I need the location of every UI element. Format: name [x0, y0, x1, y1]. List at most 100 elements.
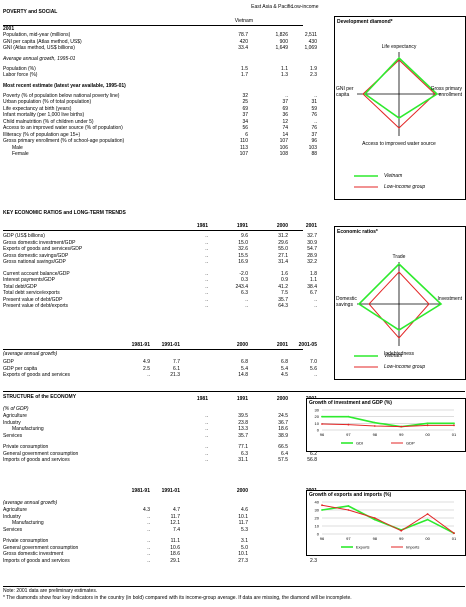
table-cell: 76	[311, 125, 317, 131]
diamond-country-polygon	[363, 56, 439, 119]
table-cell: 4.5	[281, 372, 288, 378]
table-cell: 7.4	[173, 526, 180, 533]
table-cell: 9.6	[241, 233, 248, 239]
legend-group-label: Low-income group	[384, 184, 426, 190]
table-cell: 430	[308, 38, 317, 45]
table-cell: ..	[205, 252, 208, 259]
year-head: 1981	[196, 396, 208, 402]
table-cell: 59	[311, 105, 317, 112]
table-cell: 6.8	[281, 359, 288, 365]
table-cell: ..	[205, 259, 208, 265]
table-cell: 37	[311, 131, 317, 138]
year-head: 2001	[305, 223, 317, 229]
table-cell: 3.1	[241, 538, 248, 544]
table-cell: 5.0	[241, 544, 248, 551]
table-cell: ..	[205, 290, 208, 296]
table-cell: 5.6	[310, 365, 317, 372]
data-point	[373, 421, 376, 424]
data-point	[400, 529, 403, 532]
table-cell: ..	[147, 513, 150, 520]
section-title: STRUCTURE of the ECONOMY	[3, 394, 77, 400]
data-point	[347, 415, 350, 418]
chart-title: Growth of exports and imports (%)	[309, 492, 392, 498]
table-cell: ..	[245, 296, 248, 303]
table-cell: 36.7	[278, 419, 288, 426]
table-row-label: Current account balance/GDP	[3, 270, 70, 277]
diamond1-title: Development diamond*	[337, 19, 393, 25]
period-head: 1981-91	[131, 342, 150, 348]
data-point	[426, 424, 429, 427]
table-cell: 1.6	[281, 270, 288, 277]
x-tick-label: 96	[320, 536, 325, 541]
table-cell: 37	[282, 99, 288, 105]
table-cell: ..	[147, 526, 150, 533]
table-cell: -2.0	[239, 270, 248, 277]
table-row-label: Private consumption	[3, 444, 49, 450]
table-cell: 7.0	[310, 359, 317, 365]
x-tick-label: 01	[452, 536, 457, 541]
legend-label: Exports	[356, 545, 370, 550]
table-row-label: Gross domestic savings/GDP	[3, 252, 69, 259]
period-head: 1991-01	[161, 342, 180, 348]
table-row-label: GNI per capita (Atlas method, US$)	[3, 38, 82, 45]
table-cell: ..	[314, 303, 317, 309]
x-tick-label: 00	[425, 536, 430, 541]
table-cell: 41.2	[278, 283, 288, 290]
table-cell: ..	[205, 303, 208, 309]
table-cell: 6.4	[281, 450, 288, 457]
diamond1-right-label: Gross primary enrollment	[430, 86, 462, 98]
table-cell: ..	[147, 557, 150, 564]
table-row-label: GDP per capita	[3, 365, 38, 372]
data-point	[426, 422, 429, 425]
table-cell: ..	[205, 296, 208, 303]
table-row-label: Agriculture	[3, 413, 27, 419]
data-point	[321, 509, 323, 511]
y-tick-label: 10	[315, 524, 320, 529]
legend-group-label: Low-income group	[384, 364, 426, 370]
table-cell: 24.5	[278, 413, 288, 419]
table-cell: 6.3	[241, 290, 248, 296]
table-row-label: Exports of goods and services/GDP	[3, 246, 83, 252]
table-cell: ..	[314, 118, 317, 125]
data-point	[453, 532, 455, 535]
table-cell: 38.4	[307, 283, 317, 290]
period-head: 1981-91	[131, 488, 150, 494]
table-row-label: Infant mortality (per 1,000 live births)	[3, 112, 85, 118]
table-row-label: Industry	[3, 419, 21, 426]
table-row-label: Total debt/GDP	[3, 283, 37, 290]
y-tick-label: 20	[315, 516, 320, 521]
table-cell: 28.9	[307, 252, 317, 259]
table-cell: 77.1	[238, 444, 248, 450]
period-head: 2000	[236, 488, 248, 494]
table-cell: ..	[205, 450, 208, 457]
table-row-label: Present value of debt/exports	[3, 303, 69, 309]
table-cell: 1.3	[281, 72, 288, 78]
col-head-eap: East Asia & Pacific	[251, 4, 293, 10]
table-cell: 54.7	[307, 246, 317, 252]
table-row-label: Services	[3, 432, 23, 439]
table-cell: 113	[240, 144, 248, 151]
table-cell: 12	[282, 118, 288, 125]
diamond2-left-label: Domestic savings	[336, 296, 357, 308]
table-cell: ..	[147, 544, 150, 551]
table-cell: 1.8	[310, 270, 317, 277]
table-cell: 16.9	[238, 259, 248, 265]
data-point	[321, 423, 323, 425]
table-row-label: Male	[12, 144, 23, 151]
x-tick-label: 01	[452, 432, 457, 437]
table-cell: 33.4	[238, 45, 248, 51]
period-head: 2001	[276, 342, 288, 348]
data-point	[453, 422, 455, 425]
x-tick-label: 98	[373, 432, 378, 437]
y-tick-label: 10	[315, 421, 320, 426]
period-head: 1991-01	[161, 488, 180, 494]
table-cell: ..	[205, 432, 208, 439]
table-cell: 4.6	[241, 507, 248, 513]
table-cell: 31.4	[278, 259, 288, 265]
table-cell: 4.9	[143, 359, 150, 365]
table-row-label: GNI (Atlas method, US$ billions)	[3, 45, 75, 51]
table-cell: 27.1	[278, 252, 288, 259]
table-cell: ..	[205, 419, 208, 426]
table-cell: 6.2	[310, 450, 317, 457]
